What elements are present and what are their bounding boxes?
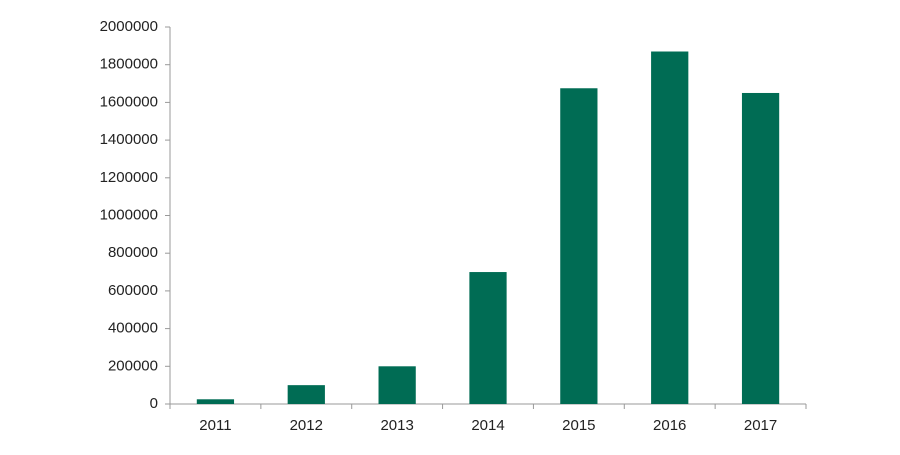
- bar: [560, 88, 598, 404]
- bar: [196, 399, 235, 404]
- bar: [469, 272, 507, 404]
- y-tick-label: 200000: [108, 357, 158, 374]
- y-tick-label: 1200000: [100, 169, 158, 186]
- y-tick-label: 400000: [108, 320, 158, 337]
- y-tick-label: 600000: [108, 282, 158, 299]
- x-tick-label: 2016: [653, 417, 686, 434]
- x-tick-label: 2012: [290, 417, 323, 434]
- bar: [287, 385, 325, 404]
- x-tick-label: 2013: [380, 417, 413, 434]
- x-tick-label: 2017: [744, 417, 777, 434]
- x-tick-label: 2014: [471, 417, 504, 434]
- x-tick-label: 2011: [199, 417, 231, 434]
- y-tick-label: 800000: [108, 244, 158, 261]
- y-tick-label: 1800000: [100, 56, 158, 73]
- bar: [378, 366, 416, 404]
- y-tick-label: 2000000: [100, 18, 158, 35]
- y-tick-label: 1000000: [100, 206, 158, 223]
- bar: [651, 51, 689, 404]
- bar: [741, 92, 780, 404]
- y-tick-label: 1600000: [100, 93, 158, 110]
- x-tick-label: 2015: [562, 417, 595, 434]
- y-tick-label: 0: [150, 395, 158, 412]
- y-tick-label: 1400000: [100, 131, 158, 148]
